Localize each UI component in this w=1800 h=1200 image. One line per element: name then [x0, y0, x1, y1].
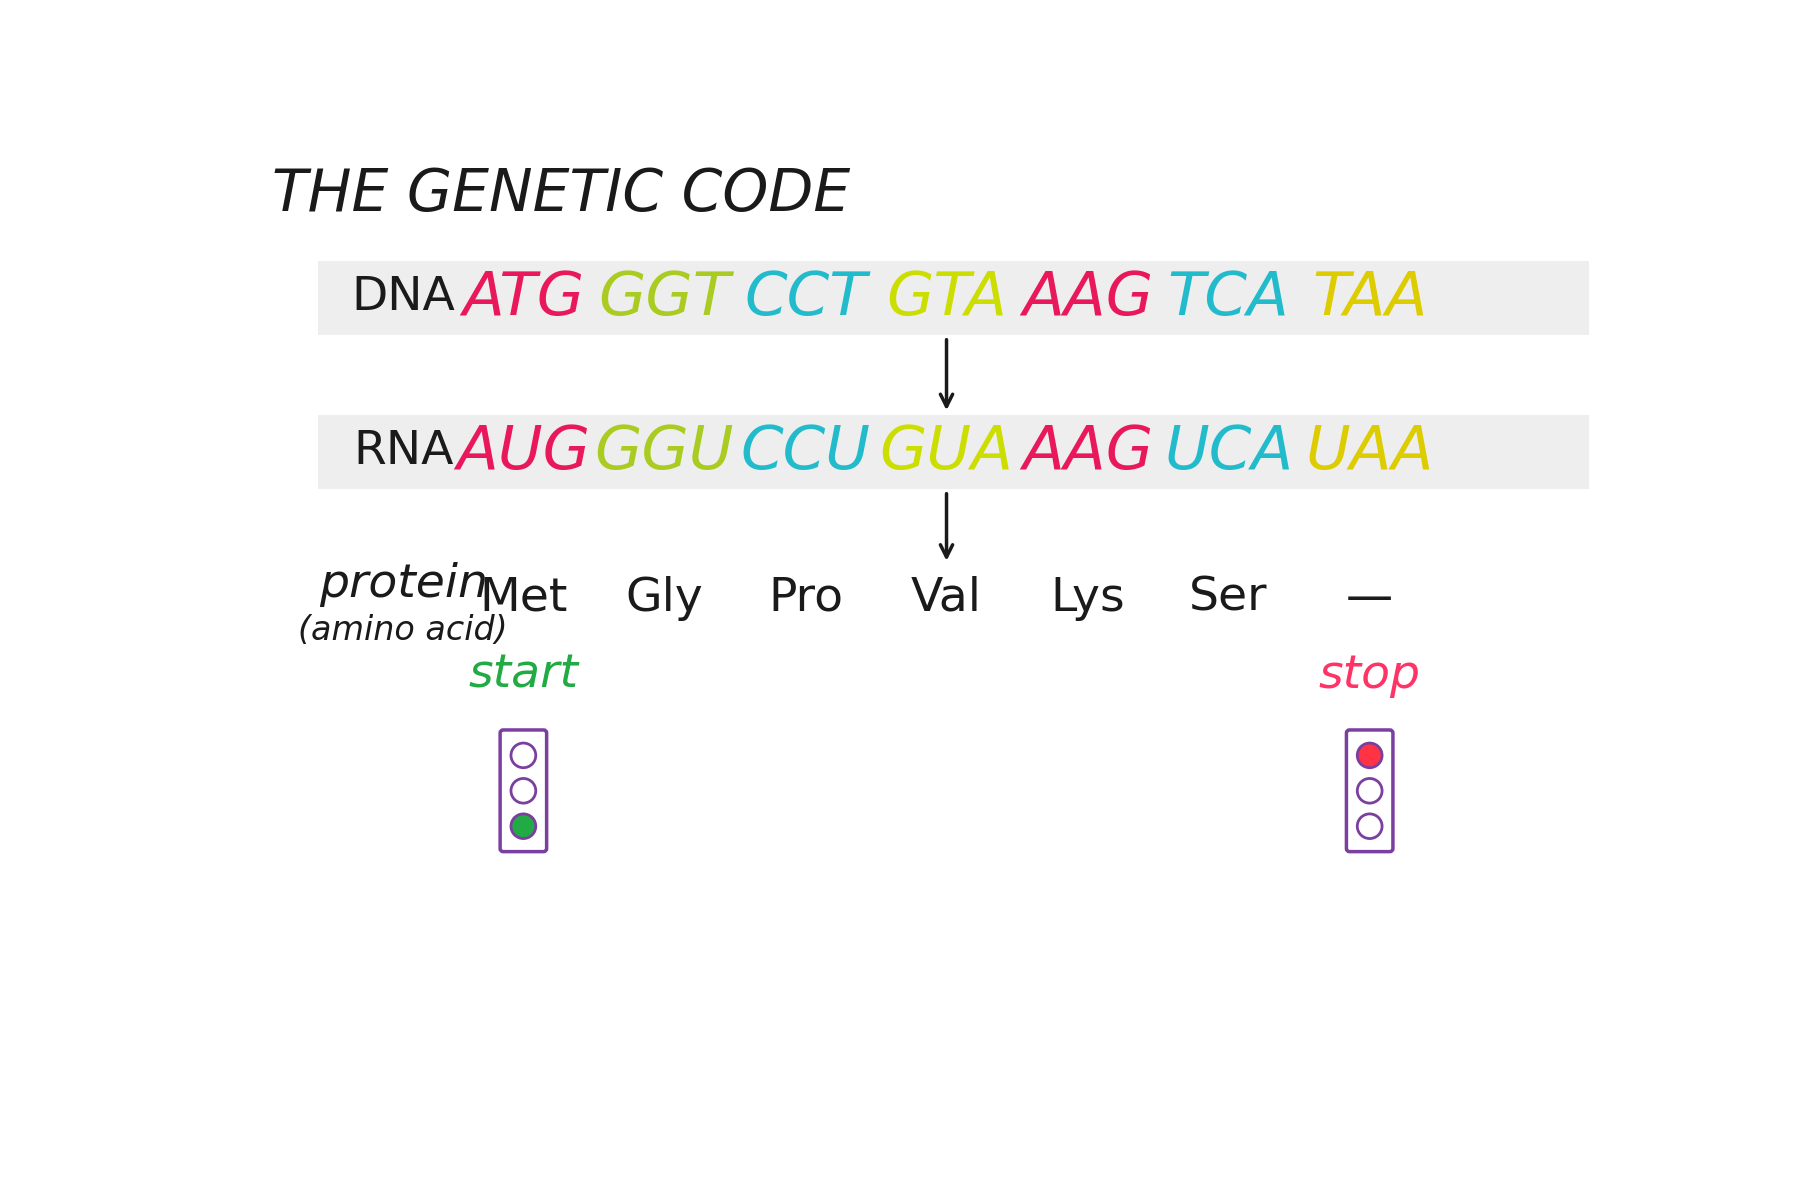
Text: DNA: DNA: [351, 276, 455, 320]
FancyBboxPatch shape: [500, 730, 547, 852]
Text: TCA: TCA: [1168, 269, 1289, 328]
Text: Met: Met: [479, 576, 567, 620]
Circle shape: [511, 743, 536, 768]
FancyBboxPatch shape: [319, 262, 1589, 335]
FancyBboxPatch shape: [319, 415, 1589, 488]
Circle shape: [1357, 814, 1382, 839]
Text: RNA: RNA: [353, 430, 454, 474]
Text: ATG: ATG: [463, 269, 585, 328]
Text: —: —: [1346, 576, 1393, 620]
Text: CCU: CCU: [740, 422, 871, 481]
Text: (amino acid): (amino acid): [299, 614, 508, 647]
FancyBboxPatch shape: [1346, 730, 1393, 852]
Text: UCA: UCA: [1165, 422, 1292, 481]
Text: GGU: GGU: [594, 422, 734, 481]
Text: Pro: Pro: [769, 576, 842, 620]
Circle shape: [511, 779, 536, 803]
Text: GUA: GUA: [880, 422, 1013, 481]
Circle shape: [1357, 779, 1382, 803]
Text: Val: Val: [911, 576, 983, 620]
Text: TAA: TAA: [1312, 269, 1427, 328]
Text: AUG: AUG: [457, 422, 590, 481]
Circle shape: [511, 814, 536, 839]
Text: protein: protein: [319, 562, 488, 607]
Text: UAA: UAA: [1305, 422, 1435, 481]
Text: THE GENETIC CODE: THE GENETIC CODE: [272, 166, 850, 222]
Text: GGT: GGT: [598, 269, 731, 328]
Text: start: start: [468, 653, 578, 698]
Text: CCT: CCT: [743, 269, 868, 328]
Text: AAG: AAG: [1022, 422, 1154, 481]
Text: stop: stop: [1319, 653, 1420, 698]
Circle shape: [1357, 743, 1382, 768]
Text: Ser: Ser: [1190, 576, 1267, 620]
Text: Gly: Gly: [626, 576, 704, 620]
Text: GTA: GTA: [886, 269, 1006, 328]
Text: AAG: AAG: [1022, 269, 1154, 328]
Text: Lys: Lys: [1049, 576, 1125, 620]
